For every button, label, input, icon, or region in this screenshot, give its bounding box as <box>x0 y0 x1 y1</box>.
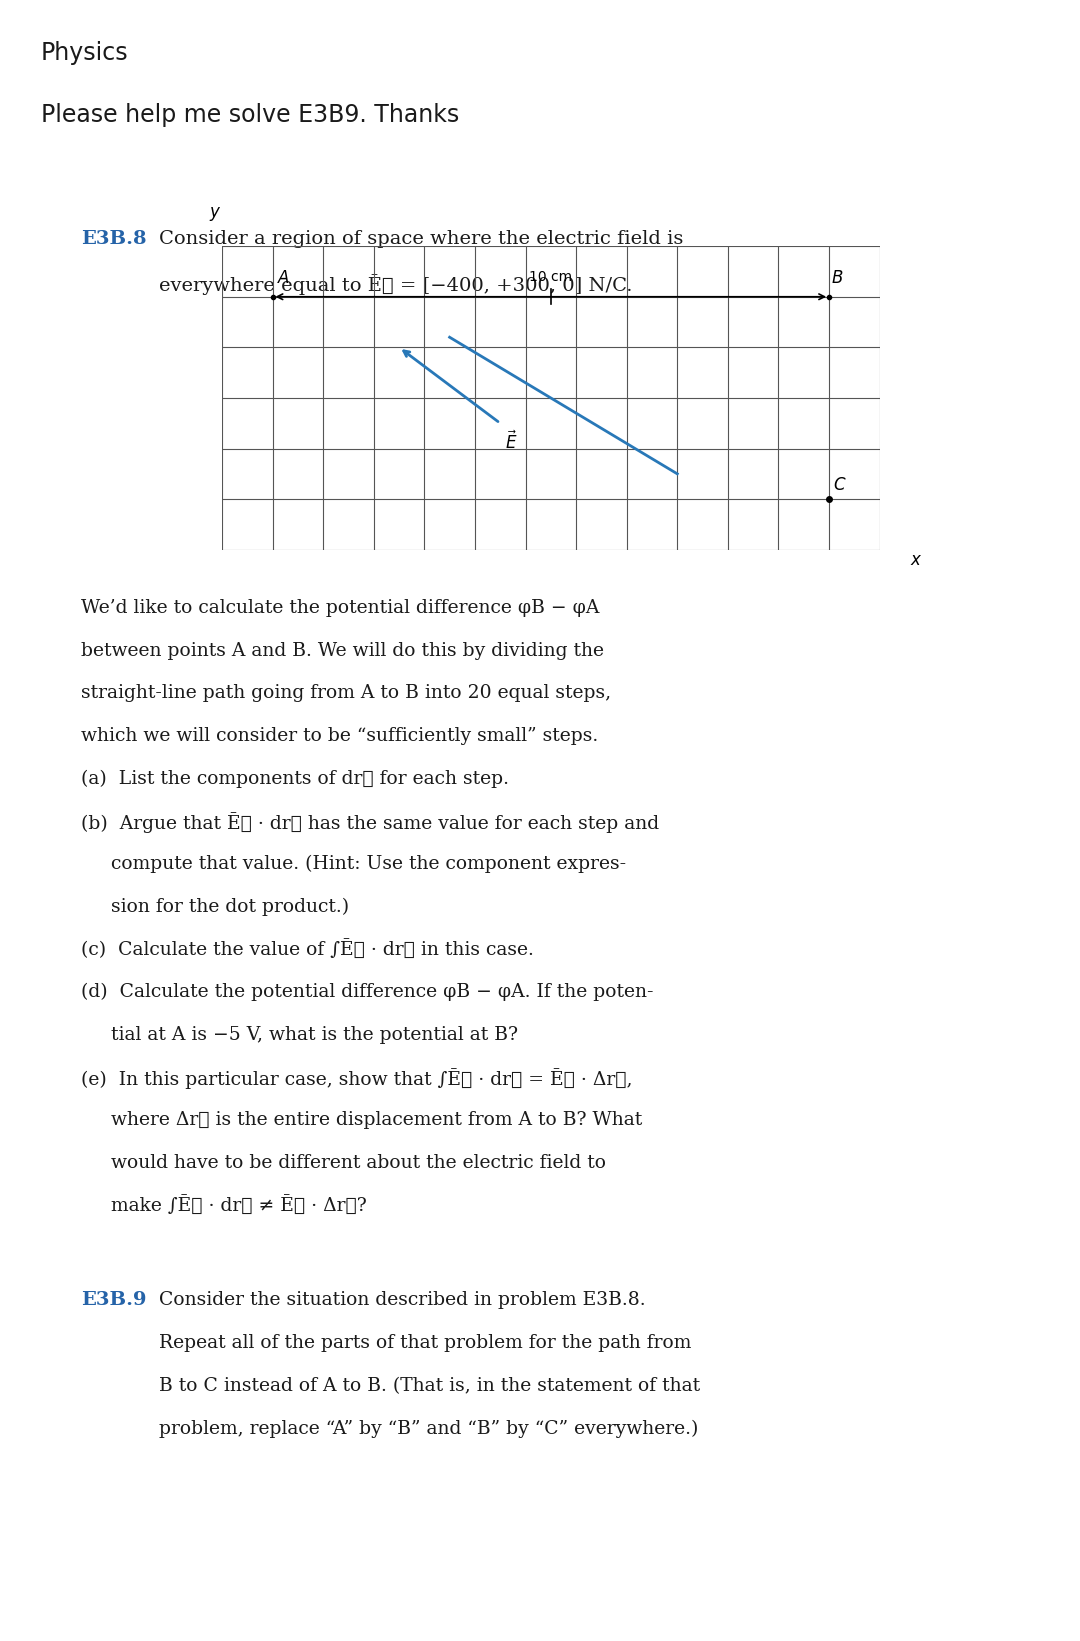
Text: E3B.8: E3B.8 <box>81 230 147 248</box>
Text: compute that value. (Hint: Use the component expres-: compute that value. (Hint: Use the compo… <box>81 855 626 873</box>
Text: straight-line path going from A to B into 20 equal steps,: straight-line path going from A to B int… <box>81 684 611 702</box>
Text: 10 cm: 10 cm <box>529 271 572 284</box>
Text: sion for the dot product.): sion for the dot product.) <box>81 898 349 916</box>
Text: B to C instead of A to B. (That is, in the statement of that: B to C instead of A to B. (That is, in t… <box>159 1377 700 1395</box>
Text: between points A and B. We will do this by dividing the: between points A and B. We will do this … <box>81 642 604 660</box>
Text: Consider the situation described in problem E3B.8.: Consider the situation described in prob… <box>159 1291 646 1310</box>
Text: (a)  List the components of dr⃗ for each step.: (a) List the components of dr⃗ for each … <box>81 770 509 788</box>
Text: B: B <box>832 269 843 287</box>
Text: (d)  Calculate the potential difference φB − φA. If the poten-: (d) Calculate the potential difference φ… <box>81 983 653 1001</box>
Text: We’d like to calculate the potential difference φB − φA: We’d like to calculate the potential dif… <box>81 599 599 617</box>
Text: (c)  Calculate the value of ∫Ē⃗ · dr⃗ in this case.: (c) Calculate the value of ∫Ē⃗ · dr⃗ in … <box>81 940 534 960</box>
Text: (e)  In this particular case, show that ∫Ē⃗ · dr⃗ = Ē⃗ · Δr⃗,: (e) In this particular case, show that ∫… <box>81 1068 633 1090</box>
Text: which we will consider to be “sufficiently small” steps.: which we will consider to be “sufficient… <box>81 727 598 745</box>
Text: $\vec{E}$: $\vec{E}$ <box>505 432 517 453</box>
Text: make ∫Ē⃗ · dr⃗ ≠ Ē⃗ · Δr⃗?: make ∫Ē⃗ · dr⃗ ≠ Ē⃗ · Δr⃗? <box>81 1196 367 1216</box>
Text: C: C <box>833 476 845 494</box>
Text: A: A <box>278 269 289 287</box>
Text: Please help me solve E3B9. Thanks: Please help me solve E3B9. Thanks <box>41 103 459 128</box>
Text: everywhere equal to Ē⃗ = [−400, +300, 0] N/C.: everywhere equal to Ē⃗ = [−400, +300, 0]… <box>159 274 632 295</box>
Text: Physics: Physics <box>41 41 129 66</box>
Text: tial at A is −5 V, what is the potential at B?: tial at A is −5 V, what is the potential… <box>81 1026 518 1044</box>
Text: x: x <box>910 551 920 569</box>
Text: where Δr⃗ is the entire displacement from A to B? What: where Δr⃗ is the entire displacement fro… <box>81 1111 643 1129</box>
Text: would have to be different about the electric field to: would have to be different about the ele… <box>81 1154 606 1172</box>
Text: Consider a region of space where the electric field is: Consider a region of space where the ele… <box>159 230 684 248</box>
Text: Repeat all of the parts of that problem for the path from: Repeat all of the parts of that problem … <box>159 1334 691 1352</box>
Text: (b)  Argue that Ē⃗ · dr⃗ has the same value for each step and: (b) Argue that Ē⃗ · dr⃗ has the same val… <box>81 812 659 834</box>
Text: E3B.9: E3B.9 <box>81 1291 147 1310</box>
Text: y: y <box>210 203 219 222</box>
Text: problem, replace “A” by “B” and “B” by “C” everywhere.): problem, replace “A” by “B” and “B” by “… <box>159 1419 698 1438</box>
